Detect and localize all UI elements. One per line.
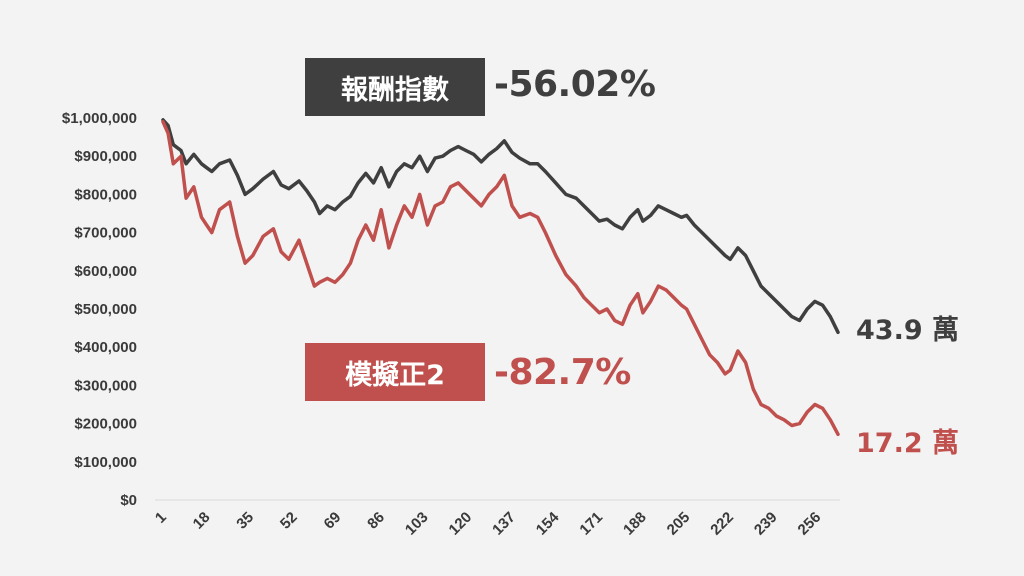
x-tick-label: 222 <box>707 509 737 539</box>
y-tick-label: $0 <box>120 492 137 509</box>
x-tick-label: 86 <box>364 509 388 533</box>
x-tick-label: 171 <box>576 509 606 539</box>
x-tick-label: 154 <box>533 508 563 538</box>
y-tick-label: $100,000 <box>74 454 137 471</box>
series-line-1 <box>161 118 840 335</box>
x-tick-label: 256 <box>795 509 825 539</box>
x-axis: 1 18 35 52 69 86 103 120 137 154 171 188 205 222 239 25… <box>152 508 824 538</box>
x-tick-label: 103 <box>402 509 432 539</box>
x-tick-label: 239 <box>751 509 781 539</box>
y-tick-label: $1,000,000 <box>62 110 137 127</box>
series2-end-label: 17.2 萬 <box>856 428 960 459</box>
x-tick-label: 52 <box>277 509 301 533</box>
y-tick-label: $500,000 <box>74 301 137 318</box>
x-tick-label: 18 <box>190 509 214 533</box>
x-tick-label: 205 <box>664 509 694 539</box>
x-tick-label: 69 <box>321 509 345 533</box>
x-tick-label: 1 <box>152 509 170 527</box>
series1-label-box: 報酬指數 <box>305 58 485 116</box>
y-axis: $0 $100,000 $200,000 $300,000 $400,000 $500,0… <box>62 110 137 509</box>
y-tick-label: $300,000 <box>74 377 137 394</box>
y-tick-label: $400,000 <box>74 339 137 356</box>
x-tick-label: 120 <box>446 509 476 539</box>
series2-label: 模擬正2 <box>345 359 445 391</box>
y-tick-label: $900,000 <box>74 148 137 165</box>
series2-label-box: 模擬正2 <box>305 343 485 401</box>
series1-end-label: 43.9 萬 <box>856 315 960 346</box>
x-tick-label: 137 <box>489 509 519 539</box>
y-tick-label: $600,000 <box>74 263 137 280</box>
x-tick-label: 35 <box>233 509 257 533</box>
series-line-2 <box>161 120 840 437</box>
series2-percent: -82.7% <box>494 352 631 393</box>
y-tick-label: $200,000 <box>74 416 137 433</box>
y-tick-label: $800,000 <box>74 186 137 203</box>
series-group <box>161 118 840 437</box>
series1-label: 報酬指數 <box>341 74 449 106</box>
y-tick-label: $700,000 <box>74 225 137 242</box>
series1-percent: -56.02% <box>494 64 656 105</box>
x-tick-label: 188 <box>620 509 650 539</box>
